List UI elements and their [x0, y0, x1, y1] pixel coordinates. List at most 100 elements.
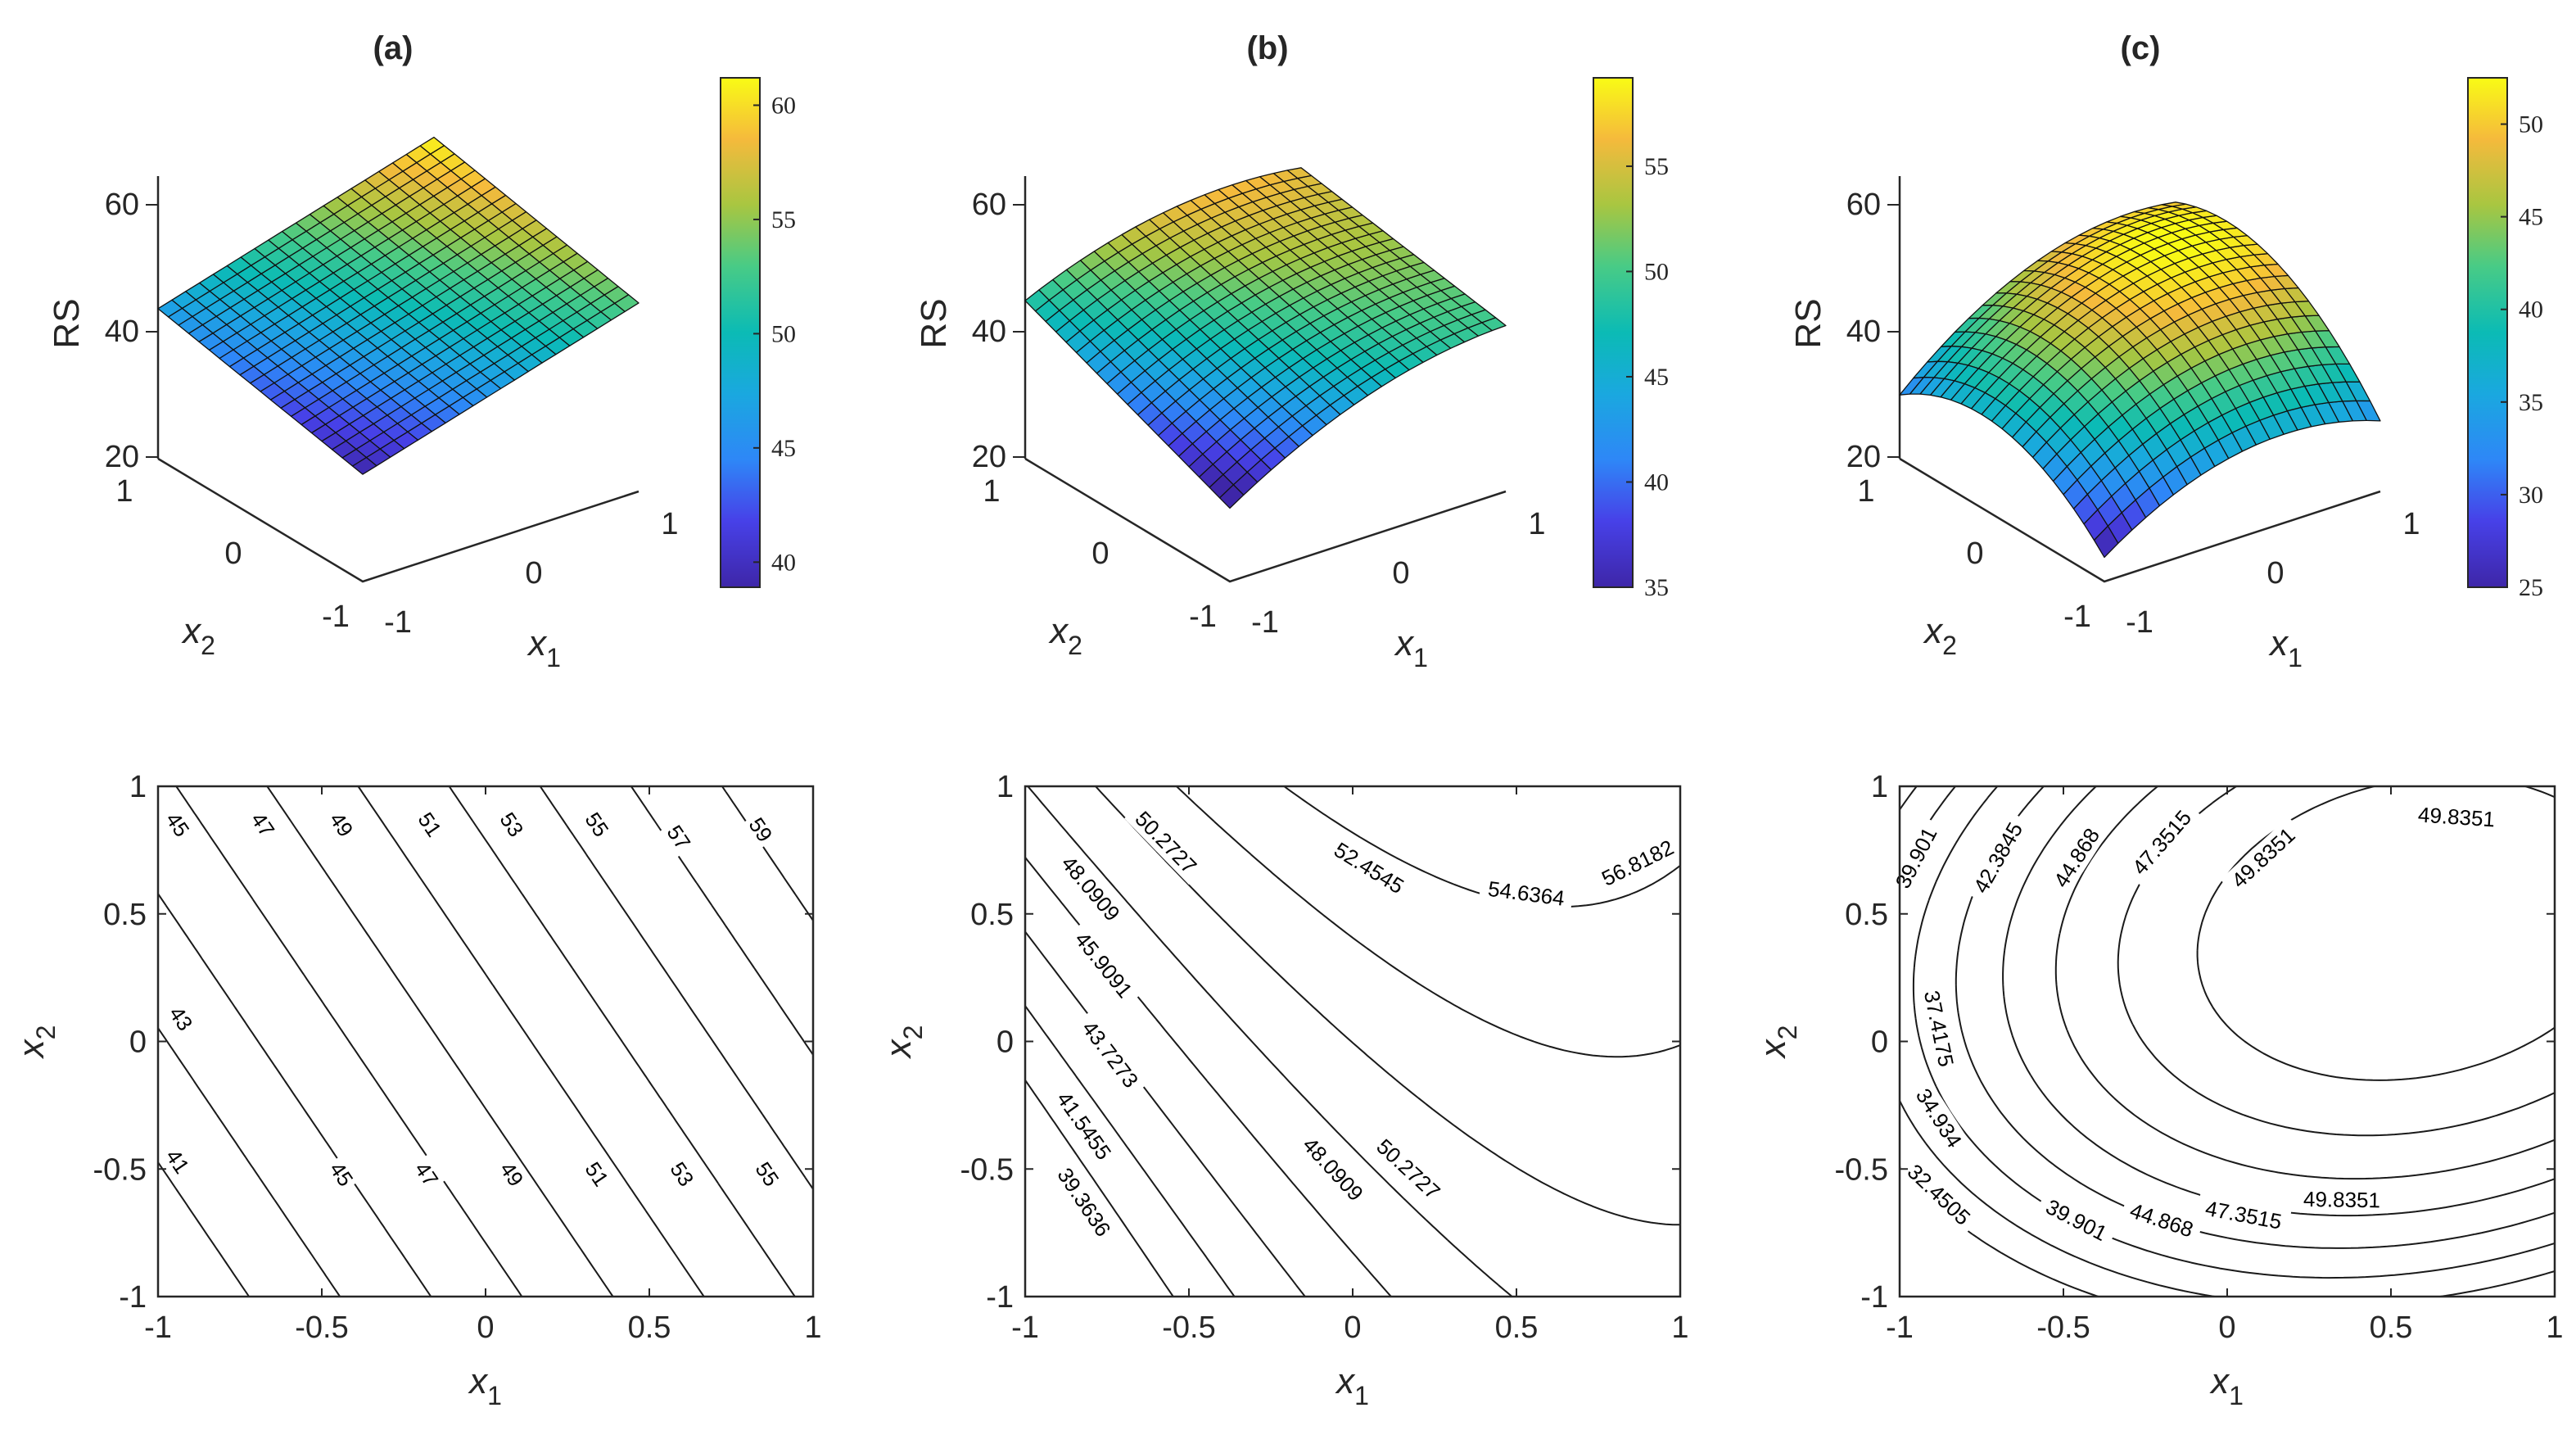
surface-c-ytick-m1: -1 — [2063, 600, 2091, 634]
surface-panel-a: (a) 60 40 20 RS 1 0 -1 -1 0 1 x1 x2 40 45… — [47, 30, 796, 672]
y-tick-label: 0.5 — [103, 898, 147, 932]
surface-b-xtick-m1: -1 — [1251, 605, 1279, 640]
contour-label: 51 — [410, 803, 450, 845]
panel-title-a: (a) — [373, 30, 414, 66]
contour-line — [1024, 857, 1392, 1297]
y-tick-label: 0 — [1871, 1025, 1888, 1060]
contour-label-text: 42.3845 — [1968, 818, 2027, 898]
contour-panel-c: 39.901 42.3845 44.868 47.3515 49.835149.8351… — [1753, 770, 2564, 1410]
contour-label: 48.0909 — [1291, 1125, 1375, 1212]
colorbar-tick-label: 50 — [1644, 258, 1669, 285]
contour-label-mask — [1478, 874, 1575, 913]
contour-label: 47 — [407, 1153, 446, 1195]
contour-label: 49.8351 — [2220, 817, 2307, 899]
x-tick-label: -1 — [1886, 1310, 1914, 1345]
panel-title-c: (c) — [2121, 30, 2161, 66]
contour-label: 49.8351 — [2409, 800, 2504, 834]
contour-label-text: 47 — [246, 808, 279, 841]
contour-line — [157, 893, 432, 1297]
contour-lines — [157, 785, 814, 1297]
contour-label: 47.3515 — [2195, 1193, 2292, 1237]
surface-b-ztick-60: 60 — [972, 188, 1006, 222]
contour-label-text: 43.7273 — [1078, 1016, 1144, 1093]
y-tick-label: -0.5 — [93, 1152, 147, 1187]
surface-a-ztick-40: 40 — [105, 315, 139, 349]
surface-a-zaxis: 60 40 20 RS — [47, 176, 160, 474]
contour-label: 34.934 — [1906, 1077, 1972, 1159]
contour-label: 53 — [492, 803, 531, 845]
contour-label-text: 59 — [743, 813, 777, 847]
surface-c-ztick-20: 20 — [1846, 440, 1881, 474]
contour-label: 47.3515 — [2121, 799, 2203, 886]
surface-c-zlabel: RS — [1788, 298, 1828, 348]
surface-c-ztick-60: 60 — [1846, 188, 1881, 222]
surface-b-ytick-1: 1 — [983, 474, 1000, 509]
surface-cell — [1899, 377, 1924, 396]
colorbar-tick-label: 40 — [771, 549, 796, 576]
colorbar-tick-label: 55 — [771, 206, 796, 233]
contour-label-mask — [659, 817, 698, 858]
contour-label: 41 — [158, 1141, 197, 1182]
contour-line — [448, 785, 796, 1297]
surface-c-mesh — [1899, 201, 2381, 559]
contour-label-mask — [1064, 920, 1143, 1010]
surface-c-ylabel: x2 — [1923, 611, 1957, 660]
contour-axis-ticks: -1 -0.5 0 0.5 1 -1 -0.5 0 0.5 1 — [960, 770, 1689, 1345]
surface-c-xtick-0: 0 — [2266, 556, 2284, 591]
surface-a-base-axes: 1 0 -1 -1 0 1 x1 x2 — [115, 457, 679, 672]
contour-line — [1027, 785, 1513, 1297]
contour-label-text: 54.6364 — [1486, 876, 1566, 911]
contour-label-mask — [158, 803, 197, 845]
contour-label-mask — [1964, 811, 2032, 905]
contour-line — [1024, 1080, 1174, 1297]
colorbar-tick-label: 40 — [2519, 296, 2543, 324]
contour-panel-a: 45 47 49 51 53 55 57 59 43 41 45 47 49 51 53 55 -1 -0.5 0 0… — [11, 770, 822, 1410]
y-tick-label: 0 — [129, 1025, 147, 1060]
surface-a-ylabel: x2 — [181, 611, 215, 660]
contour-label-text: 39.3636 — [1052, 1163, 1115, 1241]
contour-label-mask — [407, 1153, 446, 1195]
contour-label-mask — [1886, 816, 1946, 900]
colorbar-c-gradient — [2467, 77, 2508, 588]
contour-label: 45 — [158, 803, 197, 845]
x-tick-label: 0.5 — [1495, 1310, 1539, 1345]
surface-a-ztick-20: 20 — [105, 440, 139, 474]
x-tick-label: 0 — [2218, 1310, 2235, 1345]
contour-label: 44.868 — [2119, 1194, 2204, 1246]
contour-label: 43 — [161, 998, 201, 1039]
surface-b-zaxis: 60 40 20 RS — [914, 176, 1027, 474]
contour-axis-ticks: -1 -0.5 0 0.5 1 -1 -0.5 0 0.5 1 — [93, 770, 822, 1345]
colorbar-a: 40 45 50 55 60 — [720, 77, 796, 588]
contour-line — [357, 785, 705, 1297]
y-tick-label: 1 — [129, 770, 147, 804]
x-tick-label: 0 — [1344, 1310, 1361, 1345]
colorbar-b: 35 40 45 50 55 — [1593, 77, 1669, 601]
surface-c-ytick-1: 1 — [1857, 474, 1874, 509]
colorbar-tick-label: 45 — [2519, 204, 2543, 231]
contour-line — [266, 785, 614, 1297]
contour-ylabel: x2 — [879, 1025, 928, 1060]
contour-label-mask — [322, 1153, 361, 1195]
colorbar-tick-label: 40 — [1644, 469, 1669, 496]
contour-label: 53 — [662, 1153, 702, 1195]
contour-label-mask — [741, 809, 780, 850]
contour-label-mask — [1046, 1080, 1122, 1171]
surface-b-xtick-0: 0 — [1392, 556, 1409, 591]
contour-axis-ticks: -1 -0.5 0 0.5 1 -1 -0.5 0 0.5 1 — [1835, 770, 2564, 1345]
y-tick-label: -1 — [1860, 1280, 1888, 1315]
contour-label-mask — [748, 1153, 787, 1195]
x-tick-label: 0 — [477, 1310, 494, 1345]
contour-label-mask — [1906, 1077, 1972, 1159]
surface-a-xtick-0: 0 — [525, 556, 542, 591]
contour-label: 49 — [492, 1153, 531, 1195]
contour-label-mask — [1322, 832, 1416, 904]
contour-line — [1024, 1005, 1236, 1297]
contour-label-text: 57 — [662, 821, 695, 854]
colorbar-tick-label: 30 — [2519, 482, 2543, 509]
contour-label: 55 — [748, 1153, 787, 1195]
contour-label: 41.5455 — [1046, 1080, 1122, 1171]
surface-cell — [1024, 289, 1050, 312]
contour-label-text: 53 — [665, 1157, 698, 1191]
